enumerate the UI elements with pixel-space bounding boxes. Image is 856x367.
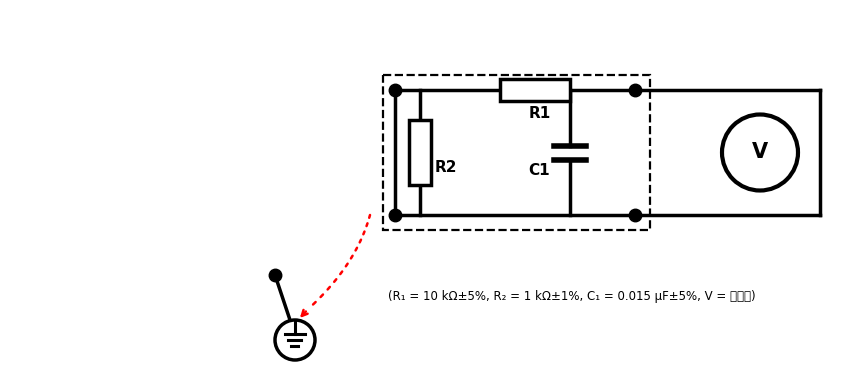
Circle shape: [275, 320, 315, 360]
Text: (R₁ = 10 kΩ±5%, R₂ = 1 kΩ±1%, C₁ = 0.015 μF±5%, V = 전압계): (R₁ = 10 kΩ±5%, R₂ = 1 kΩ±1%, C₁ = 0.015…: [388, 290, 756, 303]
Text: V: V: [752, 142, 768, 163]
Text: R1: R1: [529, 106, 551, 121]
Bar: [383, 75, 650, 230]
Text: R2: R2: [435, 160, 457, 175]
Text: C1: C1: [528, 163, 550, 178]
Circle shape: [722, 115, 798, 190]
Bar: [500, 79, 570, 101]
Bar: [409, 120, 431, 185]
